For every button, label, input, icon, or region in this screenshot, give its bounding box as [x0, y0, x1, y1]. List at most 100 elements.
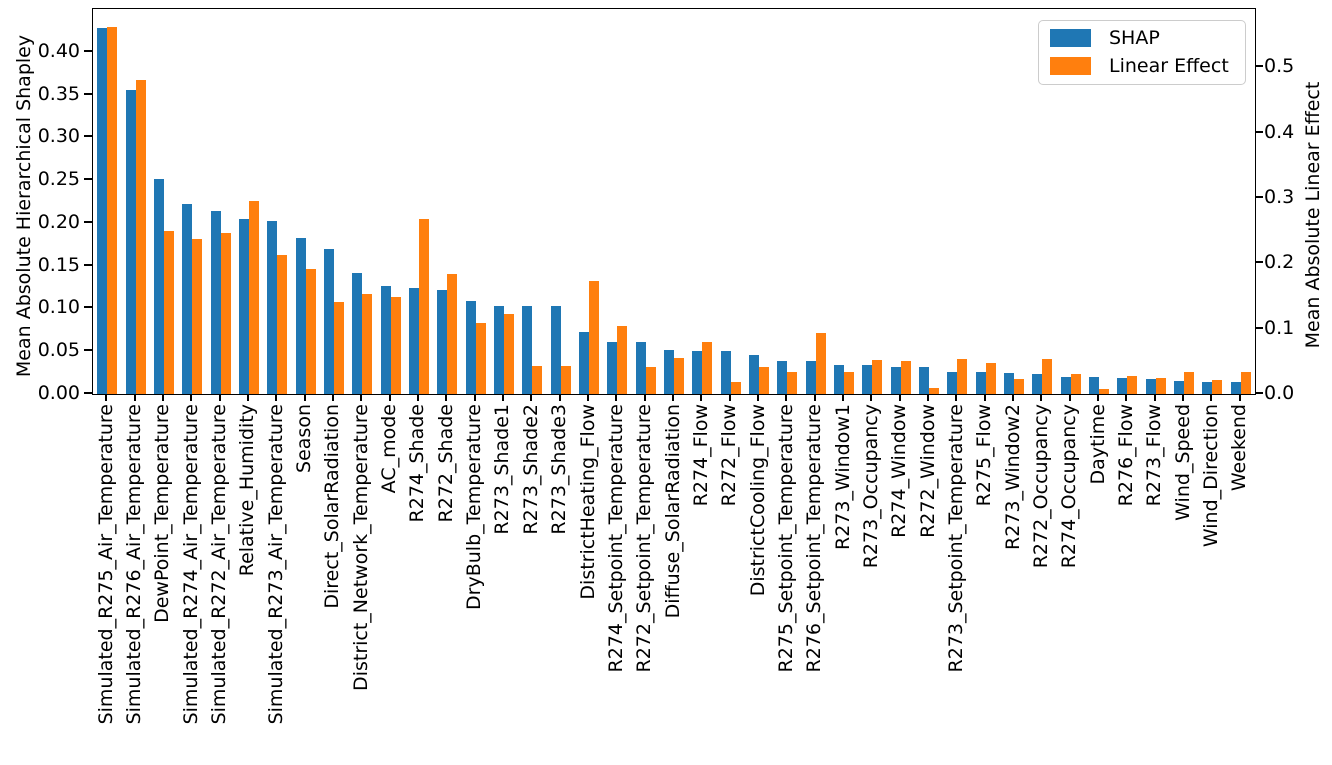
linear-effect-bar: [305, 269, 316, 394]
left-y-tick-mark: [84, 392, 92, 394]
x-category-label-cell: R273_Shade2: [517, 404, 545, 762]
x-category-label-cell: AC_mode: [375, 404, 403, 762]
x-category-label: Simulated_R273_Air_Temperature: [264, 404, 287, 725]
shap-bar: [1202, 382, 1213, 394]
right-y-tick-mark: [1255, 392, 1263, 394]
x-category-label-cell: Simulated_R273_Air_Temperature: [262, 404, 290, 762]
x-category-label: R272_Setpoint_Temperature: [633, 404, 656, 673]
x-category-label-cell: R275_Setpoint_Temperature: [772, 404, 800, 762]
x-category-label: Diffuse_SolarRadiation: [661, 404, 684, 619]
x-category-label-cell: R273_Shade3: [546, 404, 574, 762]
linear-effect-bar: [1184, 372, 1195, 394]
x-category-label: Simulated_R272_Air_Temperature: [208, 404, 231, 725]
x-category-label: R273_Shade1: [491, 404, 514, 535]
x-tick-mark: [530, 395, 533, 401]
left-y-tick-mark: [84, 306, 92, 309]
shap-bar: [947, 371, 958, 394]
linear-effect-bar: [617, 326, 628, 394]
legend-entry-linear-effect: Linear Effect: [1050, 57, 1234, 76]
shap-bar: [153, 179, 164, 394]
shap-bar: [664, 349, 674, 394]
x-category-label: R274_Window: [888, 404, 911, 538]
right-y-tick-mark: [1255, 326, 1263, 329]
x-category-label: R276_Flow: [1115, 404, 1138, 507]
shap-bar: [352, 273, 363, 394]
left-y-tick-mark: [84, 135, 92, 138]
x-category-label-cell: Wind_Direction: [1197, 404, 1225, 762]
right-y-tick-label: 0.5: [1264, 55, 1295, 78]
x-axis-labels: Simulated_R275_Air_Temperature Simulated_…: [92, 404, 1254, 762]
x-category-label: Simulated_R274_Air_Temperature: [179, 404, 202, 725]
x-tick-mark: [246, 395, 249, 401]
x-tick-mark: [388, 395, 391, 401]
x-tick-mark: [558, 395, 561, 401]
x-category-label-cell: R273_Shade1: [489, 404, 517, 762]
x-tick-mark: [133, 395, 136, 401]
x-tick-mark: [1040, 395, 1043, 401]
shap-bar: [692, 351, 703, 394]
shap-bar: [522, 305, 533, 394]
x-tick-mark: [161, 395, 164, 401]
x-category-label-cell: R274_Setpoint_Temperature: [602, 404, 630, 762]
linear-effect-bar: [220, 232, 231, 394]
shap-bar: [578, 331, 589, 394]
x-tick-mark: [445, 395, 448, 401]
shap-bar: [777, 360, 788, 394]
x-category-label: Wind_Speed: [1171, 404, 1194, 521]
x-category-label: DistrictHeating_Flow: [576, 404, 599, 600]
linear-effect-bar: [1240, 371, 1251, 394]
x-category-label: DryBulb_Temperature: [463, 404, 486, 610]
shap-bar: [749, 354, 760, 394]
x-tick-mark: [1153, 395, 1156, 401]
x-category-label: R273_Flow: [1143, 404, 1166, 507]
x-category-label-cell: R272_Setpoint_Temperature: [631, 404, 659, 762]
right-y-tick-label: 0.2: [1264, 251, 1295, 274]
right-y-tick-mark: [1255, 65, 1263, 68]
linear-effect-bar: [475, 322, 486, 394]
shap-bar: [465, 300, 476, 394]
shap-bar: [550, 305, 561, 394]
x-category-label-cell: R274_Window: [886, 404, 914, 762]
linear-effect-bar: [418, 218, 429, 394]
x-category-label-cell: DewPoint_Temperature: [149, 404, 177, 762]
x-tick-mark: [1097, 395, 1100, 401]
legend: SHAP Linear Effect: [1038, 20, 1246, 85]
x-tick-mark: [842, 395, 845, 401]
x-category-label: AC_mode: [378, 404, 401, 494]
x-tick-mark: [1182, 395, 1185, 401]
x-category-label-cell: R272_Shade: [432, 404, 460, 762]
x-category-label-cell: R273_Window2: [999, 404, 1027, 762]
shap-bar: [238, 219, 249, 394]
x-tick-mark: [275, 395, 278, 401]
x-category-label: DistrictCooling_Flow: [746, 404, 769, 597]
linear-effect-bar: [277, 255, 288, 394]
x-tick-mark: [615, 395, 618, 401]
shap-bar: [607, 341, 618, 394]
x-category-label: R272_Occupancy: [1030, 404, 1053, 569]
shap-bar: [267, 221, 278, 394]
shap-bar: [834, 364, 845, 394]
x-category-label: R273_Window1: [831, 404, 854, 550]
shap-bar: [720, 351, 731, 394]
x-category-label-cell: R274_Shade: [404, 404, 432, 762]
x-tick-mark: [331, 395, 334, 401]
x-category-label: R273_Setpoint_Temperature: [944, 404, 967, 673]
x-category-label: R273_Occupancy: [859, 404, 882, 569]
left-y-tick-mark: [84, 178, 92, 181]
linear-effect-bar: [787, 371, 798, 394]
x-tick-mark: [757, 395, 760, 401]
linear-effect-bar: [1127, 375, 1138, 394]
x-tick-mark: [728, 395, 731, 401]
x-category-label-cell: R274_Flow: [687, 404, 715, 762]
x-tick-mark: [700, 395, 703, 401]
left-y-tick-label: 0.15: [37, 253, 80, 276]
x-category-label: R275_Flow: [973, 404, 996, 507]
linear-effect-bar: [957, 359, 968, 394]
linear-effect-bar: [1014, 378, 1025, 394]
x-category-label: District_Network_Temperature: [349, 404, 372, 691]
shap-bar: [380, 286, 391, 394]
x-category-label-cell: R276_Flow: [1112, 404, 1140, 762]
x-tick-mark: [1238, 395, 1241, 401]
x-tick-mark: [672, 395, 674, 401]
linear-effect-bar: [447, 273, 458, 394]
